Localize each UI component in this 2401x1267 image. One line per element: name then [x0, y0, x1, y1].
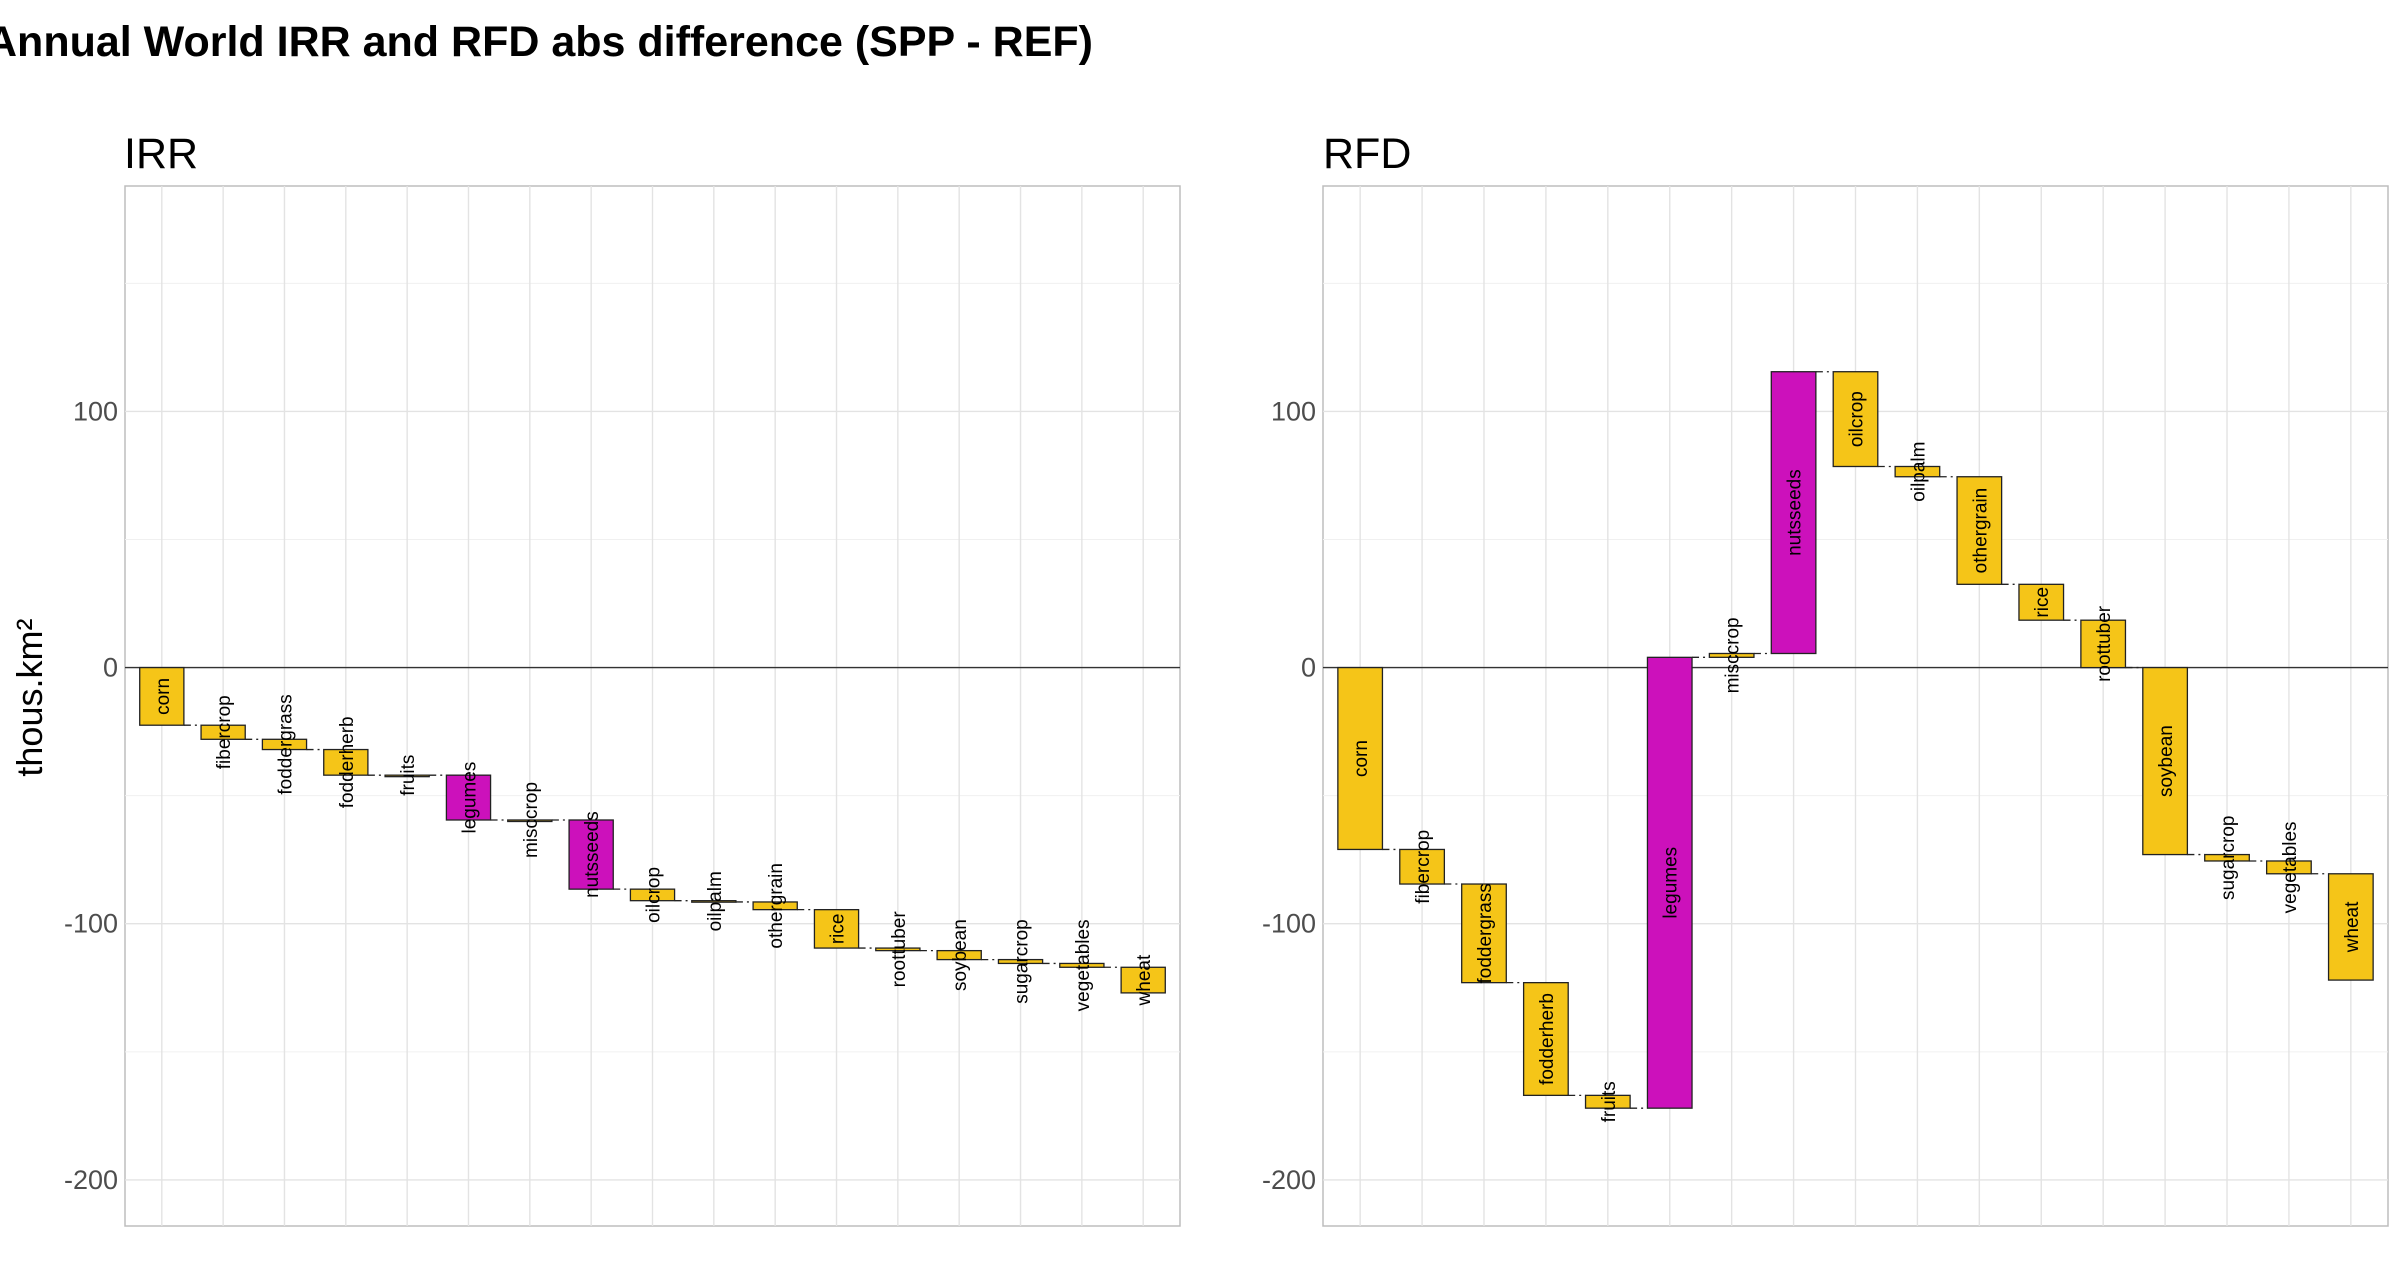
bar-label: roottuber — [2094, 605, 2115, 682]
bar-corn — [1337, 666, 1384, 851]
bar-label: vegetables — [2280, 821, 2301, 913]
y-axis-title: thous.km² — [9, 619, 50, 777]
bar-label: oilcrop — [644, 867, 665, 923]
bar-roottuber — [2080, 619, 2127, 669]
bar-roottuber — [875, 947, 921, 952]
bar-label: soybean — [2156, 725, 2177, 797]
bar-rice — [2018, 583, 2065, 621]
bar-fodderherb — [323, 748, 369, 776]
bar-label: foddergrass — [275, 694, 296, 794]
chart-title: Annual World IRR and RFD abs difference … — [0, 18, 1093, 66]
bar-label: nutsseeds — [1785, 469, 1806, 556]
bar-label: corn — [1351, 740, 1372, 777]
y-tick-label: 0 — [1301, 653, 1316, 683]
bar-label: misccrop — [1723, 617, 1744, 693]
panel-title: RFD — [1323, 130, 1411, 178]
bar-soybean — [936, 949, 982, 961]
y-tick-label: -200 — [1262, 1165, 1316, 1195]
bar-label: fodderherb — [1537, 993, 1558, 1085]
bar-fruits — [1584, 1094, 1631, 1109]
bar-label: soybean — [950, 919, 971, 991]
bar-label: rice — [828, 914, 849, 945]
bar-oilpalm — [1894, 465, 1941, 478]
bar-foddergrass — [261, 738, 308, 751]
bar-rice — [813, 908, 860, 949]
bar-label: othergrain — [766, 863, 787, 949]
y-tick-label: 100 — [73, 396, 118, 426]
bar-label: oilcrop — [1847, 391, 1868, 447]
panel-rfd: -200 -100 0 100 RFD corn fibercrop foddergrass f… — [1262, 130, 2389, 1227]
bar-label: wheat — [2342, 901, 2363, 953]
bar-vegetables — [2265, 860, 2312, 875]
bar-label: othergrain — [1970, 488, 1991, 574]
bar-label: fodderherb — [337, 716, 358, 808]
bar-foddergrass — [1461, 883, 1507, 984]
bar-fibercrop — [1399, 848, 1446, 885]
bar-wheat — [2327, 873, 2374, 981]
bar-othergrain — [1956, 476, 2003, 585]
bar-label: legumes — [1661, 847, 1682, 919]
bar-othergrain — [752, 901, 798, 911]
bar-label: nutsseeds — [582, 811, 603, 898]
panel-irr: -200 -100 0 100 IRR thous.km² corn fibercrop fod… — [9, 130, 1181, 1227]
bar-label: misccrop — [521, 782, 542, 858]
bar-legumes — [1646, 656, 1693, 1109]
y-tick-label: 100 — [1271, 396, 1316, 426]
bar-label: rice — [2032, 587, 2053, 618]
panel-title: IRR — [124, 130, 198, 178]
bar-vegetables — [1059, 962, 1105, 968]
bar-label: foddergrass — [1475, 883, 1496, 983]
bar-label: wheat — [1134, 954, 1155, 1006]
bar-sugarcrop — [997, 958, 1044, 965]
bar-label: fibercrop — [1413, 830, 1434, 904]
bar-sugarcrop — [2204, 853, 2250, 862]
bar-label: fruits — [398, 755, 419, 796]
bar-soybean — [2142, 666, 2189, 856]
bar-legumes — [445, 774, 492, 821]
bar-label: oilpalm — [705, 871, 726, 931]
bar-fibercrop — [200, 724, 246, 740]
bar-fruits — [384, 774, 430, 778]
bar-nutsseeds — [1770, 371, 1817, 655]
bar-nutsseeds — [568, 819, 614, 890]
bar-label: fibercrop — [214, 695, 235, 769]
y-tick-label: -100 — [64, 909, 118, 939]
bar-label: vegetables — [1073, 919, 1094, 1011]
bar-label: fruits — [1599, 1081, 1620, 1122]
y-tick-label: 0 — [103, 653, 118, 683]
bar-label: oilpalm — [1908, 442, 1929, 502]
bar-misccrop — [507, 819, 553, 823]
bar-misccrop — [1708, 652, 1755, 658]
bar-corn — [139, 666, 185, 726]
bar-wheat — [1120, 966, 1166, 994]
bar-label: roottuber — [889, 911, 910, 988]
bar-label: legumes — [459, 762, 480, 834]
bar-label: sugarcrop — [1012, 919, 1033, 1004]
bar-fodderherb — [1522, 982, 1569, 1097]
bar-oilcrop — [629, 888, 676, 902]
y-tick-label: -100 — [1262, 909, 1316, 939]
y-tick-label: -200 — [64, 1165, 118, 1195]
bar-label: corn — [153, 678, 174, 715]
bar-label: sugarcrop — [2218, 816, 2239, 901]
bar-oilcrop — [1832, 371, 1879, 468]
